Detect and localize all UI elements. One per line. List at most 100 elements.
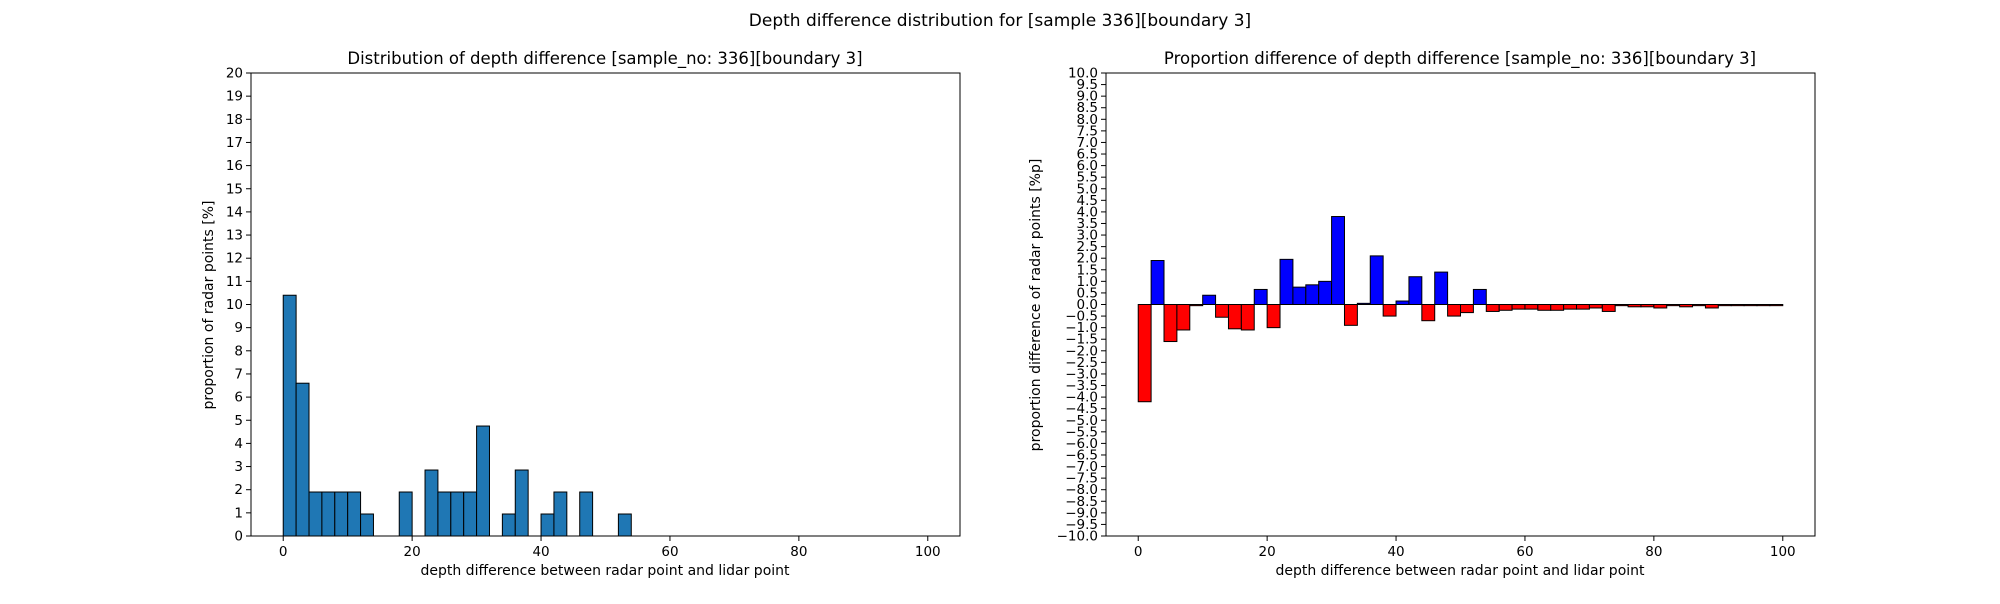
distribution-chart-title: Distribution of depth difference [sample…: [347, 49, 862, 69]
proportion-difference-bar: [1563, 304, 1578, 310]
proportion-difference-bar: [1614, 304, 1629, 307]
distribution-bar: [347, 491, 362, 537]
distribution-bar: [617, 513, 632, 537]
proportion-difference-y-tick-label: 1.0: [1077, 274, 1098, 290]
proportion-difference-bar: [1331, 216, 1345, 305]
distribution-y-tick-label: 18: [226, 112, 243, 128]
proportion-difference-bar: [1343, 304, 1358, 326]
proportion-difference-chart: Proportion difference of depth differenc…: [1028, 49, 1816, 579]
distribution-y-tick-label: 14: [226, 204, 243, 220]
distribution-bar: [579, 491, 594, 537]
proportion-difference-y-ticks: −10.0−9.5−9.0−8.5−8.0−7.5−7.0−6.5−6.0−5.…: [1057, 66, 1106, 545]
proportion-difference-bar: [1395, 300, 1410, 305]
distribution-y-tick-label: 19: [226, 89, 243, 105]
proportion-difference-y-tick-label: 3.0: [1077, 228, 1098, 244]
proportion-difference-y-tick-label: 0.5: [1077, 285, 1098, 301]
distribution-x-tick-label: 100: [915, 544, 941, 560]
proportion-difference-y-tick-label: −8.5: [1065, 494, 1098, 510]
proportion-difference-y-tick-label: 9.0: [1077, 89, 1098, 105]
proportion-difference-bar: [1627, 304, 1642, 308]
proportion-difference-y-tick-label: −3.5: [1065, 378, 1098, 394]
proportion-difference-bar: [1769, 304, 1784, 307]
distribution-bar: [553, 491, 568, 537]
distribution-y-tick-label: 2: [234, 482, 243, 498]
proportion-difference-x-tick-label: 20: [1259, 544, 1276, 560]
proportion-difference-bar: [1202, 294, 1217, 305]
distribution-bar: [437, 491, 452, 537]
distribution-bar: [295, 382, 310, 537]
proportion-difference-bar: [1717, 304, 1732, 307]
proportion-difference-bar: [1369, 255, 1384, 305]
distribution-x-tick-label: 20: [404, 544, 421, 560]
proportion-difference-y-tick-label: −1.5: [1065, 332, 1098, 348]
distribution-bar: [450, 491, 465, 537]
distribution-bar: [334, 491, 349, 537]
proportion-difference-y-tick-label: −8.0: [1065, 482, 1098, 498]
distribution-axes-frame: [250, 72, 961, 537]
proportion-difference-chart-title: Proportion difference of depth differenc…: [1164, 49, 1756, 69]
proportion-difference-bar: [1163, 304, 1178, 343]
distribution-y-tick-label: 4: [234, 436, 243, 452]
proportion-difference-y-tick-label: 1.5: [1077, 262, 1098, 278]
proportion-difference-bar: [1382, 304, 1397, 317]
proportion-difference-bar: [1743, 304, 1758, 307]
proportion-difference-axes-frame: [1105, 72, 1816, 537]
distribution-bar: [476, 425, 490, 537]
proportion-difference-bar: [1227, 304, 1242, 330]
proportion-difference-bar: [1511, 304, 1526, 310]
distribution-bar: [321, 491, 336, 537]
proportion-difference-y-tick-label: −6.0: [1065, 436, 1098, 452]
proportion-difference-y-tick-label: −5.5: [1065, 424, 1098, 440]
proportion-difference-bar: [1305, 284, 1320, 306]
proportion-difference-bar: [1524, 304, 1539, 310]
proportion-difference-y-tick-label: −7.0: [1065, 459, 1098, 475]
proportion-difference-y-tick-label: 4.0: [1077, 204, 1098, 220]
distribution-x-axis-label: depth difference between radar point and…: [420, 563, 790, 579]
proportion-difference-bar: [1137, 304, 1152, 403]
proportion-difference-y-tick-label: −4.0: [1065, 390, 1098, 406]
distribution-bar: [398, 491, 413, 537]
distribution-y-tick-label: 13: [226, 228, 243, 244]
proportion-difference-bar: [1189, 304, 1204, 307]
proportion-difference-y-tick-label: 4.5: [1077, 193, 1098, 209]
proportion-difference-bar: [1253, 288, 1268, 306]
proportion-difference-y-axis-label: proportion difference of radar points [%…: [1028, 159, 1044, 452]
proportion-difference-bar: [1704, 304, 1719, 309]
distribution-x-tick-label: 80: [790, 544, 807, 560]
proportion-difference-bar: [1292, 286, 1307, 306]
proportion-difference-y-tick-label: −9.5: [1065, 517, 1098, 533]
proportion-difference-bar: [1279, 258, 1294, 306]
distribution-bar: [282, 294, 297, 537]
proportion-difference-y-tick-label: 9.5: [1077, 77, 1098, 93]
distribution-y-tick-label: 20: [226, 66, 243, 82]
distribution-x-tick-label: 0: [279, 544, 288, 560]
proportion-difference-y-tick-label: 6.5: [1077, 147, 1098, 163]
proportion-difference-y-tick-label: −5.0: [1065, 413, 1098, 429]
proportion-difference-bar: [1447, 304, 1462, 317]
proportion-difference-bar: [1692, 304, 1706, 307]
proportion-difference-y-tick-label: 5.5: [1077, 170, 1098, 186]
distribution-y-tick-label: 16: [226, 158, 243, 174]
proportion-difference-y-tick-label: 2.5: [1077, 239, 1098, 255]
proportion-difference-y-tick-label: 10.0: [1068, 66, 1098, 82]
proportion-difference-bar: [1679, 304, 1694, 308]
proportion-difference-bar: [1150, 260, 1165, 306]
proportion-difference-y-tick-label: −9.0: [1065, 505, 1098, 521]
distribution-y-tick-label: 7: [234, 366, 243, 382]
proportion-difference-y-tick-label: −2.5: [1065, 355, 1098, 371]
proportion-difference-y-tick-label: 2.0: [1077, 251, 1098, 267]
distribution-y-tick-label: 9: [234, 320, 243, 336]
proportion-difference-x-tick-label: 80: [1645, 544, 1662, 560]
proportion-difference-x-axis-label: depth difference between radar point and…: [1275, 563, 1645, 579]
proportion-difference-x-ticks: 0 20 40 60 80 100: [1134, 536, 1796, 560]
proportion-difference-y-tick-label: 8.0: [1077, 112, 1098, 128]
distribution-y-tick-label: 17: [226, 135, 243, 151]
proportion-difference-y-tick-label: 5.0: [1077, 181, 1098, 197]
proportion-difference-bar: [1653, 304, 1668, 309]
proportion-difference-y-tick-label: −1.0: [1065, 320, 1098, 336]
proportion-difference-y-tick-label: 3.5: [1077, 216, 1098, 232]
proportion-difference-bar: [1537, 304, 1552, 311]
proportion-difference-y-tick-label: −0.5: [1065, 309, 1098, 325]
